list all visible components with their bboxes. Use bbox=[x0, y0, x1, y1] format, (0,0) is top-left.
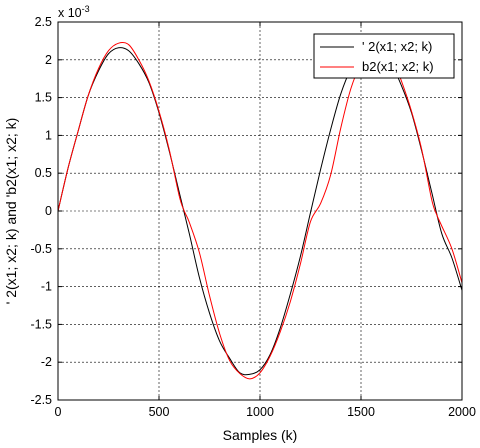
legend: ' 2(x1; x2; k) b2(x1; x2; k) bbox=[313, 33, 455, 79]
series-2-line bbox=[57, 41, 463, 380]
ticks: 0 500 1000 1500 2000 -2.5 -2 -1.5 -1 -0.5 0 0.5 1 1.5… bbox=[30, 15, 475, 419]
y-tick-label: -2 bbox=[41, 355, 52, 369]
x-tick-label: 1000 bbox=[246, 405, 274, 419]
y-exponent-base: x 10 bbox=[58, 6, 82, 20]
y-tick-label: 2 bbox=[45, 53, 52, 67]
y-tick-label: -2.5 bbox=[30, 393, 52, 407]
x-axis-label: Samples (k) bbox=[223, 427, 298, 443]
x-tick-label: 1500 bbox=[347, 405, 375, 419]
series-2 bbox=[57, 41, 463, 380]
y-tick-label: 1 bbox=[45, 128, 52, 142]
x-tick-label: 0 bbox=[55, 405, 62, 419]
y-tick-label: 1.5 bbox=[35, 91, 52, 105]
legend-label-series-2: b2(x1; x2; k) bbox=[362, 59, 434, 74]
y-tick-label: -1 bbox=[41, 280, 52, 294]
y-exponent-label: x 10-3 bbox=[58, 4, 90, 20]
y-exponent-power: -3 bbox=[82, 4, 90, 14]
legend-box bbox=[313, 33, 455, 79]
y-tick-label: 0.5 bbox=[35, 166, 52, 180]
legend-label-series-1: ' 2(x1; x2; k) bbox=[362, 39, 432, 54]
x-tick-label: 2000 bbox=[448, 405, 476, 419]
y-tick-label: 0 bbox=[45, 204, 52, 218]
y-tick-label: -1.5 bbox=[30, 317, 52, 331]
y-axis-label: ' 2(x1; x2; k) and 'b2(x1; x2; k) bbox=[3, 118, 19, 305]
y-tick-label: -0.5 bbox=[30, 242, 52, 256]
y-tick-label: 2.5 bbox=[35, 15, 52, 29]
x-tick-label: 500 bbox=[149, 405, 170, 419]
